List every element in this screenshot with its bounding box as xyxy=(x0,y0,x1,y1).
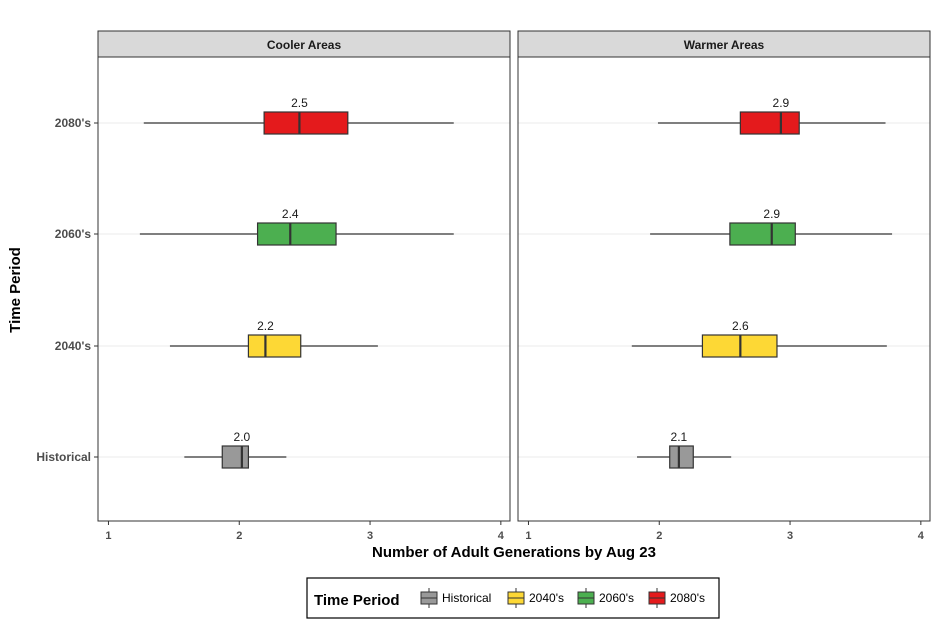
data-label: 2.4 xyxy=(282,207,299,221)
panel-warmer-areas: Warmer Areas 2.1 2.6 2.9 2.9 1 2 3 4 xyxy=(517,30,931,542)
box-2080-s: 2.5 xyxy=(143,96,454,135)
legend-key-2060-s: 2060's xyxy=(577,588,634,608)
y-axis: Historical 2040's 2060's 2080's xyxy=(36,116,98,464)
box-iqr xyxy=(739,111,800,135)
data-label: 2.9 xyxy=(773,96,790,110)
panel-background xyxy=(518,57,930,521)
panel-strip xyxy=(517,30,931,58)
legend-label: 2060's xyxy=(599,591,634,605)
box-2040-s: 2.2 xyxy=(169,319,378,358)
panel-cooler-areas: Cooler Areas 2.0 2.2 2.4 2.5 1 2 3 4 xyxy=(97,30,511,542)
panel-title: Warmer Areas xyxy=(684,38,765,52)
legend-title: Time Period xyxy=(314,592,400,609)
box-iqr xyxy=(729,222,796,246)
data-label: 2.2 xyxy=(257,319,274,333)
box-iqr xyxy=(247,334,302,358)
y-tick-label: 2080's xyxy=(55,116,92,130)
box-iqr xyxy=(256,222,337,246)
panel-title: Cooler Areas xyxy=(267,38,342,52)
box-2080-s: 2.9 xyxy=(657,96,886,135)
box-2060-s: 2.9 xyxy=(650,207,893,246)
data-label: 2.9 xyxy=(763,207,780,221)
x-axis-title: Number of Adult Generations by Aug 23 xyxy=(372,544,656,561)
legend-key-historical: Historical xyxy=(420,588,491,608)
x-tick-label: 3 xyxy=(787,530,793,542)
legend-key-2040-s: 2040's xyxy=(507,588,564,608)
y-tick-label: Historical xyxy=(36,450,91,464)
x-tick-label: 4 xyxy=(918,530,925,542)
box-historical: 2.1 xyxy=(637,430,732,469)
y-tick-label: 2040's xyxy=(55,339,92,353)
panel-border xyxy=(517,56,931,522)
panel-border xyxy=(97,56,511,522)
data-label: 2.6 xyxy=(732,319,749,333)
panel-strip xyxy=(97,30,511,58)
legend-label: 2080's xyxy=(670,591,705,605)
legend-label: Historical xyxy=(442,591,491,605)
x-tick-label: 2 xyxy=(656,530,662,542)
legend-label: 2040's xyxy=(529,591,564,605)
legend-key-2080-s: 2080's xyxy=(648,588,705,608)
box-iqr xyxy=(669,445,694,469)
box-2060-s: 2.4 xyxy=(139,207,454,246)
x-tick-label: 1 xyxy=(105,530,111,542)
data-label: 2.5 xyxy=(291,96,308,110)
box-2040-s: 2.6 xyxy=(631,319,887,358)
y-tick-label: 2060's xyxy=(55,227,92,241)
y-axis-title: Time Period xyxy=(7,247,24,333)
x-tick-label: 4 xyxy=(498,530,505,542)
data-label: 2.0 xyxy=(234,430,251,444)
x-tick-label: 3 xyxy=(367,530,373,542)
x-tick-label: 2 xyxy=(236,530,242,542)
x-tick-label: 1 xyxy=(525,530,531,542)
box-iqr xyxy=(263,111,349,135)
legend: Time Period Historical 2040's 2060's 2080's xyxy=(306,577,720,619)
box-iqr xyxy=(221,445,250,469)
data-label: 2.1 xyxy=(671,430,688,444)
box-historical: 2.0 xyxy=(184,430,287,469)
